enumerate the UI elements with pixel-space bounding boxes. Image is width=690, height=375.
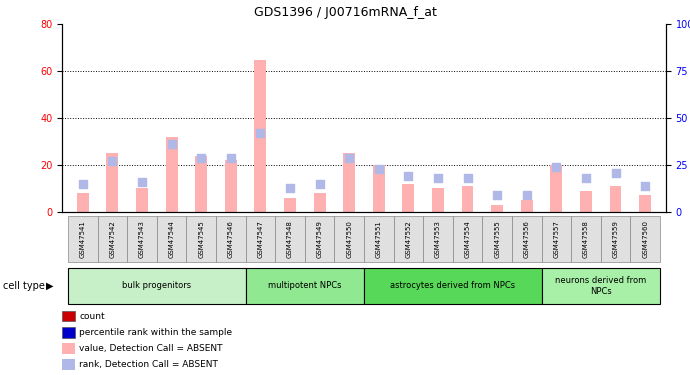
FancyBboxPatch shape (601, 216, 631, 262)
Text: GSM47544: GSM47544 (168, 220, 175, 258)
Text: astrocytes derived from NPCs: astrocytes derived from NPCs (391, 281, 515, 290)
Bar (284, 198, 296, 212)
Text: count: count (79, 312, 105, 321)
Bar (314, 193, 326, 212)
Text: ▶: ▶ (46, 281, 53, 291)
Point (640, 183, 651, 189)
Text: GSM47552: GSM47552 (405, 220, 411, 258)
Point (107, 158, 118, 164)
Text: bulk progenitors: bulk progenitors (122, 281, 191, 290)
Text: GSM47558: GSM47558 (583, 220, 589, 258)
FancyBboxPatch shape (246, 268, 364, 304)
FancyBboxPatch shape (542, 216, 571, 262)
Text: GSM47545: GSM47545 (198, 220, 204, 258)
Point (77, 181, 88, 187)
Bar (166, 137, 177, 212)
Bar (610, 186, 622, 212)
Text: neurons derived from
NPCs: neurons derived from NPCs (555, 276, 647, 296)
Point (344, 154, 355, 160)
FancyBboxPatch shape (571, 216, 601, 262)
FancyBboxPatch shape (305, 216, 335, 262)
FancyBboxPatch shape (453, 216, 482, 262)
Text: GSM47543: GSM47543 (139, 220, 145, 258)
FancyBboxPatch shape (216, 216, 246, 262)
Bar (136, 188, 148, 212)
Point (196, 154, 207, 160)
Bar (106, 153, 118, 212)
Text: percentile rank within the sample: percentile rank within the sample (79, 328, 233, 337)
Text: GSM47560: GSM47560 (642, 220, 648, 258)
FancyBboxPatch shape (68, 216, 97, 262)
Text: GSM47547: GSM47547 (257, 220, 264, 258)
FancyBboxPatch shape (335, 216, 364, 262)
Point (137, 179, 148, 185)
FancyBboxPatch shape (393, 216, 423, 262)
Point (225, 154, 236, 160)
Bar (491, 205, 503, 212)
Bar (580, 191, 592, 212)
Text: multipotent NPCs: multipotent NPCs (268, 281, 342, 290)
Text: value, Detection Call = ABSENT: value, Detection Call = ABSENT (79, 344, 223, 353)
Bar (255, 60, 266, 212)
Bar (373, 165, 385, 212)
Text: GSM47553: GSM47553 (435, 220, 441, 258)
Bar (77, 193, 89, 212)
FancyBboxPatch shape (68, 268, 246, 304)
Text: GSM47554: GSM47554 (464, 220, 471, 258)
Text: GSM47549: GSM47549 (317, 220, 323, 258)
FancyBboxPatch shape (127, 216, 157, 262)
FancyBboxPatch shape (364, 216, 393, 262)
FancyBboxPatch shape (275, 216, 305, 262)
Point (551, 164, 562, 170)
Point (462, 175, 473, 181)
FancyBboxPatch shape (246, 216, 275, 262)
Text: rank, Detection Call = ABSENT: rank, Detection Call = ABSENT (79, 360, 218, 369)
Bar (462, 186, 473, 212)
FancyBboxPatch shape (186, 216, 216, 262)
Bar (402, 184, 414, 212)
Point (492, 192, 503, 198)
FancyBboxPatch shape (512, 216, 542, 262)
Text: GSM47546: GSM47546 (228, 220, 234, 258)
FancyBboxPatch shape (542, 268, 660, 304)
Point (521, 192, 532, 198)
Text: GSM47556: GSM47556 (524, 220, 530, 258)
FancyBboxPatch shape (482, 216, 512, 262)
Text: GSM47555: GSM47555 (494, 220, 500, 258)
FancyBboxPatch shape (631, 216, 660, 262)
FancyBboxPatch shape (423, 216, 453, 262)
Text: GSM47557: GSM47557 (553, 220, 560, 258)
Text: GSM47542: GSM47542 (110, 220, 115, 258)
Text: GSM47550: GSM47550 (346, 220, 352, 258)
FancyBboxPatch shape (157, 216, 186, 262)
Text: GSM47548: GSM47548 (287, 220, 293, 258)
Point (166, 141, 177, 147)
Point (314, 181, 325, 187)
Point (284, 184, 295, 190)
Bar (432, 188, 444, 212)
Text: GSM47551: GSM47551 (376, 220, 382, 258)
Text: GDS1396 / J00716mRNA_f_at: GDS1396 / J00716mRNA_f_at (253, 6, 437, 19)
FancyBboxPatch shape (97, 216, 127, 262)
Bar (551, 165, 562, 212)
Text: GSM47559: GSM47559 (613, 220, 618, 258)
Text: cell type: cell type (3, 281, 46, 291)
Text: GSM47541: GSM47541 (80, 220, 86, 258)
Point (610, 170, 621, 176)
Point (403, 173, 414, 179)
Point (433, 175, 444, 181)
Bar (343, 153, 355, 212)
Bar (225, 160, 237, 212)
Bar (639, 195, 651, 212)
Point (255, 130, 266, 136)
Bar (195, 156, 207, 212)
FancyBboxPatch shape (364, 268, 542, 304)
Point (580, 175, 591, 181)
Bar (521, 200, 533, 212)
Point (373, 166, 384, 172)
